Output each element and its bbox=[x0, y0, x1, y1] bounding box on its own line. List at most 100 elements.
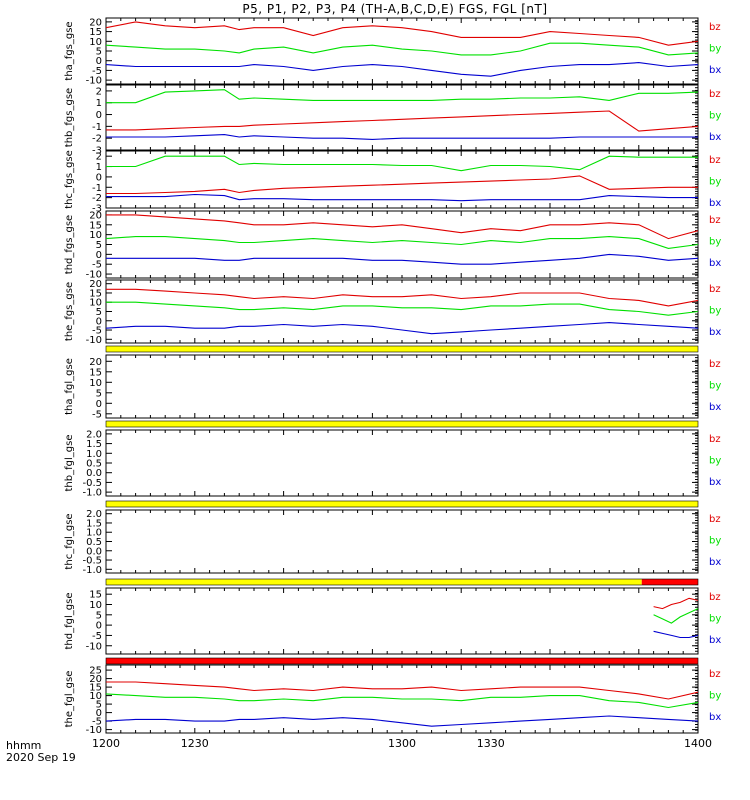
y-axis-label: thb_fgs_gse bbox=[64, 88, 75, 147]
y-tick-label: 2.0 bbox=[86, 509, 102, 520]
date-label: 2020 Sep 19 bbox=[6, 751, 76, 764]
y-axis-label: thd_fgs_gse bbox=[64, 215, 75, 274]
legend-bx: bx bbox=[709, 402, 721, 413]
y-tick-label: -10 bbox=[86, 641, 102, 652]
y-tick-label: 10 bbox=[89, 230, 102, 241]
series-line-by bbox=[106, 89, 698, 104]
legend-by: by bbox=[709, 691, 721, 702]
legend-by: by bbox=[709, 306, 721, 317]
quality-flag-frame bbox=[105, 420, 699, 428]
y-tick-label: 2 bbox=[96, 86, 102, 97]
y-axis-label: thc_fgl_gse bbox=[64, 513, 75, 569]
y-tick-label: 1 bbox=[96, 162, 102, 173]
series-line-bx bbox=[106, 253, 698, 265]
series-line-bz bbox=[106, 175, 698, 195]
legend-by: by bbox=[709, 44, 721, 55]
panel-frame bbox=[105, 354, 699, 419]
y-tick-label: -1 bbox=[92, 183, 102, 194]
legend-bx: bx bbox=[709, 132, 721, 143]
legend-by: by bbox=[709, 456, 721, 467]
series-line-bz bbox=[106, 681, 698, 700]
y-tick-label: -2 bbox=[92, 134, 102, 145]
y-tick-label: 5 bbox=[96, 700, 102, 711]
y-tick-label: 5 bbox=[96, 610, 102, 621]
series-line-bz bbox=[106, 214, 698, 240]
y-tick-label: -2 bbox=[92, 193, 102, 204]
y-tick-label: 2 bbox=[96, 152, 102, 163]
quality-flag-bar bbox=[106, 421, 698, 427]
legend-by: by bbox=[709, 111, 721, 122]
legend-bz: bz bbox=[709, 592, 721, 603]
legend-bx: bx bbox=[709, 477, 721, 488]
y-tick-label: -1.0 bbox=[82, 565, 102, 576]
quality-flag-frame bbox=[105, 500, 699, 508]
y-tick-label: 15 bbox=[89, 220, 102, 231]
y-tick-label: 1.5 bbox=[86, 518, 102, 529]
panel-frame bbox=[105, 210, 699, 279]
y-tick-label: -10 bbox=[86, 725, 102, 736]
quality-flag-bar bbox=[106, 658, 698, 664]
y-axis-label: tha_fgs_gse bbox=[64, 21, 75, 80]
y-tick-label: 2.0 bbox=[86, 429, 102, 440]
y-tick-label: 0.0 bbox=[86, 546, 102, 557]
y-tick-label: 0 bbox=[96, 316, 102, 327]
y-tick-label: 10 bbox=[89, 600, 102, 611]
legend-bx: bx bbox=[709, 258, 721, 269]
y-axis-label: the_fgl_gse bbox=[64, 671, 75, 728]
y-tick-label: 0 bbox=[96, 621, 102, 632]
y-tick-label: -5 bbox=[92, 260, 102, 271]
y-tick-label: 1.5 bbox=[86, 439, 102, 450]
legend-bz: bz bbox=[709, 284, 721, 295]
y-tick-label: 1.0 bbox=[86, 528, 102, 539]
y-tick-label: 10 bbox=[89, 37, 102, 48]
y-axis-label: tha_fgl_gse bbox=[64, 358, 75, 415]
legend-by: by bbox=[709, 237, 721, 248]
series-line-bx bbox=[106, 193, 698, 202]
y-tick-label: -5 bbox=[92, 717, 102, 728]
y-tick-label: -10 bbox=[86, 270, 102, 281]
quality-flag-bar bbox=[106, 501, 698, 507]
time-unit-label: hhmm bbox=[6, 739, 42, 752]
series-line-by bbox=[106, 693, 698, 709]
legend-bx: bx bbox=[709, 327, 721, 338]
quality-flag-frame bbox=[105, 657, 699, 665]
series-line-by bbox=[653, 608, 698, 624]
legend-by: by bbox=[709, 381, 721, 392]
y-tick-label: 20 bbox=[89, 357, 102, 368]
legend-bx: bx bbox=[709, 635, 721, 646]
y-tick-label: 0.5 bbox=[86, 459, 102, 470]
legend-by: by bbox=[709, 614, 721, 625]
y-tick-label: 1.0 bbox=[86, 449, 102, 460]
y-tick-label: 20 bbox=[89, 210, 102, 221]
quality-flag-bar bbox=[106, 579, 642, 585]
y-tick-label: 0 bbox=[96, 172, 102, 183]
y-tick-label: 1 bbox=[96, 98, 102, 109]
y-tick-label: 5 bbox=[96, 47, 102, 58]
legend-bz: bz bbox=[709, 22, 721, 33]
y-tick-label: 20 bbox=[89, 17, 102, 28]
chart-title: P5, P1, P2, P3, P4 (TH-A,B,C,D,E) FGS, F… bbox=[242, 2, 548, 16]
x-tick-label: 1400 bbox=[684, 737, 712, 750]
panel-frame bbox=[105, 587, 699, 655]
panel-frame bbox=[105, 509, 699, 574]
series-line-bz bbox=[653, 597, 698, 610]
legend-bz: bz bbox=[709, 215, 721, 226]
y-tick-label: 15 bbox=[89, 590, 102, 601]
series-line-bx bbox=[106, 62, 698, 77]
x-tick-label: 1330 bbox=[477, 737, 505, 750]
y-tick-label: -1.0 bbox=[82, 488, 102, 499]
legend-bx: bx bbox=[709, 557, 721, 568]
panel-frame bbox=[105, 429, 699, 497]
quality-flag-bar bbox=[641, 579, 698, 585]
y-tick-label: -0.5 bbox=[82, 478, 102, 489]
legend-bx: bx bbox=[709, 65, 721, 76]
series-line-by bbox=[106, 155, 698, 172]
y-axis-label: thd_fgl_gse bbox=[64, 593, 75, 650]
y-tick-label: 20 bbox=[89, 279, 102, 290]
y-tick-label: 25 bbox=[89, 666, 102, 677]
y-tick-label: -3 bbox=[92, 204, 102, 215]
y-tick-label: 5 bbox=[96, 240, 102, 251]
series-line-bx bbox=[106, 134, 698, 140]
series-line-by bbox=[106, 236, 698, 249]
y-tick-label: -5 bbox=[92, 326, 102, 337]
